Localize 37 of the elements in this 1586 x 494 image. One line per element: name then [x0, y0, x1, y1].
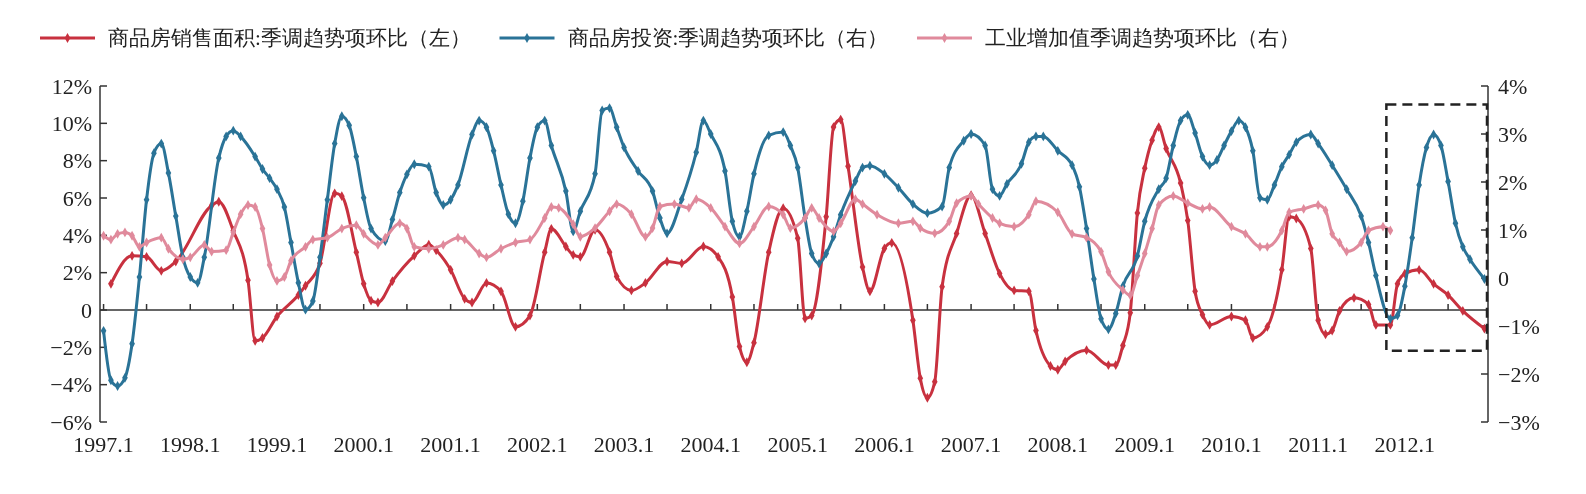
y2-tick-label: 1% — [1498, 217, 1528, 243]
x-tick-label: 2011.1 — [1288, 432, 1348, 457]
y-tick-label: 12% — [51, 73, 92, 99]
x-tick-label: 2006.1 — [854, 432, 915, 457]
x-tick-label: 1999.1 — [246, 432, 308, 457]
x-tick-label: 2009.1 — [1114, 432, 1175, 457]
x-tick-label: 2012.1 — [1374, 432, 1436, 457]
y-tick-label: −6% — [50, 409, 92, 435]
x-tick-label: 1997.1 — [73, 432, 134, 457]
x-tick-label: 1998.1 — [160, 432, 221, 457]
x-tick-label: 2000.1 — [333, 432, 394, 457]
x-tick-label: 2008.1 — [1027, 432, 1089, 457]
y2-tick-label: −3% — [1498, 409, 1540, 435]
y2-tick-label: 3% — [1498, 121, 1528, 147]
legend-label: 商品房销售面积:季调趋势项环比（左） — [108, 26, 471, 51]
y2-tick-label: −2% — [1498, 361, 1540, 387]
x-tick-label: 2005.1 — [767, 432, 828, 457]
x-tick-label: 2001.1 — [420, 432, 481, 457]
y2-tick-label: 2% — [1498, 169, 1528, 195]
y-tick-label: 4% — [62, 223, 92, 249]
y-tick-label: −2% — [50, 335, 92, 361]
y-tick-label: 0 — [81, 297, 92, 323]
y-tick-label: 10% — [51, 111, 92, 137]
y-tick-label: 6% — [62, 185, 92, 211]
x-tick-label: 2003.1 — [593, 432, 655, 457]
y2-tick-label: 0 — [1498, 265, 1509, 291]
x-tick-label: 2007.1 — [940, 432, 1002, 457]
y2-tick-label: −1% — [1498, 313, 1540, 339]
y-tick-label: −4% — [50, 372, 92, 398]
y2-tick-label: 4% — [1498, 73, 1528, 99]
y-tick-label: 8% — [62, 148, 92, 174]
x-tick-label: 2004.1 — [680, 432, 741, 457]
x-tick-label: 2010.1 — [1201, 432, 1262, 457]
legend-label: 商品房投资:季调趋势项环比（右） — [567, 26, 889, 51]
x-tick-label: 2002.1 — [507, 432, 568, 457]
legend-label: 工业增加值季调趋势项环比（右） — [985, 26, 1300, 51]
y-tick-label: 2% — [62, 260, 92, 286]
